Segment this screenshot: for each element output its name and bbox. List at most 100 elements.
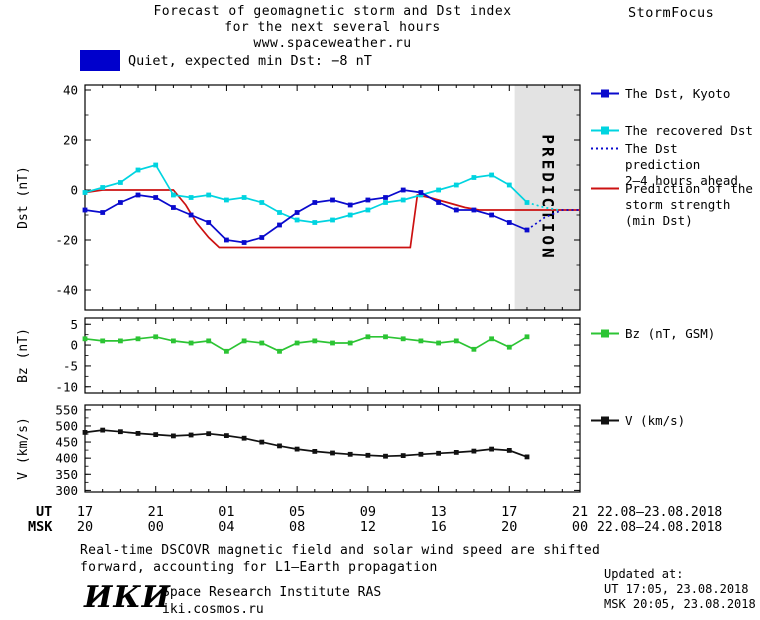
- marker-recovered-dst: [100, 185, 106, 190]
- marker-recovered-dst: [224, 197, 229, 203]
- marker-recovered-dst: [436, 187, 441, 193]
- propagation-note: Real-time DSCOVR magnetic field and sola…: [80, 542, 600, 576]
- ut-row-label: UT: [36, 504, 52, 520]
- legend-label-bz: Bz (nT, GSM): [625, 326, 716, 341]
- legend-label-storm-strength: Prediction of the storm strength (min Dst): [625, 181, 753, 228]
- legend-item-v: V (km/s): [590, 413, 685, 429]
- y-tick-label: 40: [63, 83, 78, 98]
- marker-recovered-dst: [82, 190, 88, 195]
- marker-recovered-dst: [294, 217, 300, 223]
- institute-name: Space Research Institute RAS: [162, 585, 382, 600]
- legend-item-recovered-dst: The recovered Dst: [590, 123, 753, 139]
- y-tick-label: 20: [63, 133, 78, 148]
- forecast-plots: PREDICTION 40 20 0 -20 -40 Dst (nT) 5 0 -5 -10 Bz (…: [16, 83, 722, 536]
- msk-row-label: MSK: [28, 519, 53, 535]
- y-tick-label: 0: [70, 338, 78, 353]
- y-tick-label: 300: [55, 483, 78, 498]
- marker-solar-wind-speed: [224, 433, 229, 438]
- marker-bz-gsm: [206, 338, 212, 344]
- note-line-2: forward, accounting for L1–Earth propaga…: [80, 560, 438, 575]
- y-tick-label: -10: [55, 379, 78, 394]
- marker-dst-kyoto: [330, 197, 335, 203]
- marker-dst-kyoto: [436, 200, 441, 205]
- marker-solar-wind-speed: [347, 451, 353, 457]
- marker-solar-wind-speed: [436, 450, 441, 456]
- marker-dst-kyoto: [471, 207, 477, 213]
- msk-tick-label: 20: [77, 519, 93, 535]
- legend-marker-dst-prediction: [591, 147, 619, 150]
- marker-bz-gsm: [135, 336, 141, 342]
- marker-bz-gsm: [506, 344, 512, 350]
- storm-status: Quiet, expected min Dst: −8 nT: [80, 50, 372, 71]
- ut-tick-label: 17: [77, 504, 93, 520]
- marker-dst-kyoto: [188, 212, 194, 218]
- marker-solar-wind-speed: [277, 443, 282, 449]
- marker-bz-gsm: [241, 338, 247, 344]
- marker-solar-wind-speed: [82, 430, 88, 435]
- ut-tick-label: 21: [148, 504, 164, 520]
- prediction-band: [514, 85, 580, 310]
- marker-dst-kyoto: [347, 202, 353, 208]
- marker-dst-kyoto: [118, 200, 123, 205]
- msk-date-range: 22.08–24.08.2018: [597, 520, 722, 535]
- marker-solar-wind-speed: [206, 431, 212, 437]
- y-tick-label: 550: [55, 402, 78, 417]
- marker-solar-wind-speed: [453, 450, 459, 455]
- marker-dst-kyoto: [383, 195, 388, 200]
- series-solar-wind-speed: [84, 429, 528, 458]
- marker-solar-wind-speed: [383, 453, 388, 459]
- marker-solar-wind-speed: [524, 454, 530, 460]
- marker-bz-gsm: [436, 340, 441, 346]
- quiet-level-swatch: [80, 50, 120, 71]
- ut-date-range: 22.08–23.08.2018: [597, 505, 722, 520]
- series-recovered-prediction-dotted: [526, 201, 559, 211]
- marker-recovered-dst: [171, 192, 176, 198]
- marker-recovered-dst: [365, 207, 371, 213]
- marker-recovered-dst: [241, 195, 247, 200]
- marker-bz-gsm: [118, 338, 123, 344]
- marker-solar-wind-speed: [365, 452, 371, 458]
- marker-solar-wind-speed: [188, 432, 194, 438]
- ut-tick-label: 01: [218, 504, 234, 520]
- marker-recovered-dst: [506, 182, 512, 188]
- ut-tick-label: 05: [289, 504, 305, 520]
- marker-recovered-dst: [259, 200, 265, 205]
- legend-marker-dst-kyoto: [591, 89, 619, 98]
- legend-marker-storm-strength: [591, 187, 619, 190]
- marker-bz-gsm: [471, 346, 477, 352]
- legend-item-bz: Bz (nT, GSM): [590, 326, 715, 342]
- marker-solar-wind-speed: [400, 453, 406, 458]
- marker-recovered-dst: [153, 162, 159, 168]
- y-tick-label: -5: [63, 358, 78, 373]
- legend-item-dst-prediction: The Dst prediction 2–4 hours ahead: [590, 141, 760, 189]
- dst-plot: PREDICTION 40 20 0 -20 -40 Dst (nT): [16, 83, 581, 311]
- series-storm-strength-prediction: [84, 189, 580, 249]
- marker-bz-gsm: [294, 340, 300, 346]
- legend-item-dst-kyoto: The Dst, Kyoto: [590, 86, 730, 102]
- marker-solar-wind-speed: [241, 435, 247, 441]
- marker-dst-kyoto: [82, 207, 88, 213]
- legend-marker-bz: [591, 329, 619, 338]
- marker-bz-gsm: [489, 336, 494, 342]
- marker-bz-gsm: [259, 340, 265, 346]
- marker-dst-kyoto: [153, 195, 159, 200]
- marker-bz-gsm: [330, 340, 335, 346]
- updated-label: Updated at:: [604, 567, 684, 581]
- marker-recovered-dst: [489, 172, 494, 178]
- marker-dst-kyoto: [365, 197, 371, 203]
- marker-bz-gsm: [524, 334, 530, 340]
- prediction-band-label: PREDICTION: [538, 134, 557, 260]
- legend-label-dst-kyoto: The Dst, Kyoto: [625, 86, 731, 101]
- legend-marker-recovered-dst: [591, 126, 619, 135]
- marker-recovered-dst: [118, 180, 123, 185]
- msk-tick-label: 08: [289, 519, 305, 535]
- marker-dst-kyoto: [418, 190, 424, 195]
- marker-solar-wind-speed: [506, 448, 512, 453]
- marker-dst-kyoto: [489, 212, 494, 218]
- marker-dst-kyoto: [241, 240, 247, 245]
- time-axis: 17202100010405080912131617202100UTMSK22.…: [28, 504, 722, 535]
- y-tick-label: -40: [55, 283, 78, 298]
- marker-bz-gsm: [418, 338, 424, 344]
